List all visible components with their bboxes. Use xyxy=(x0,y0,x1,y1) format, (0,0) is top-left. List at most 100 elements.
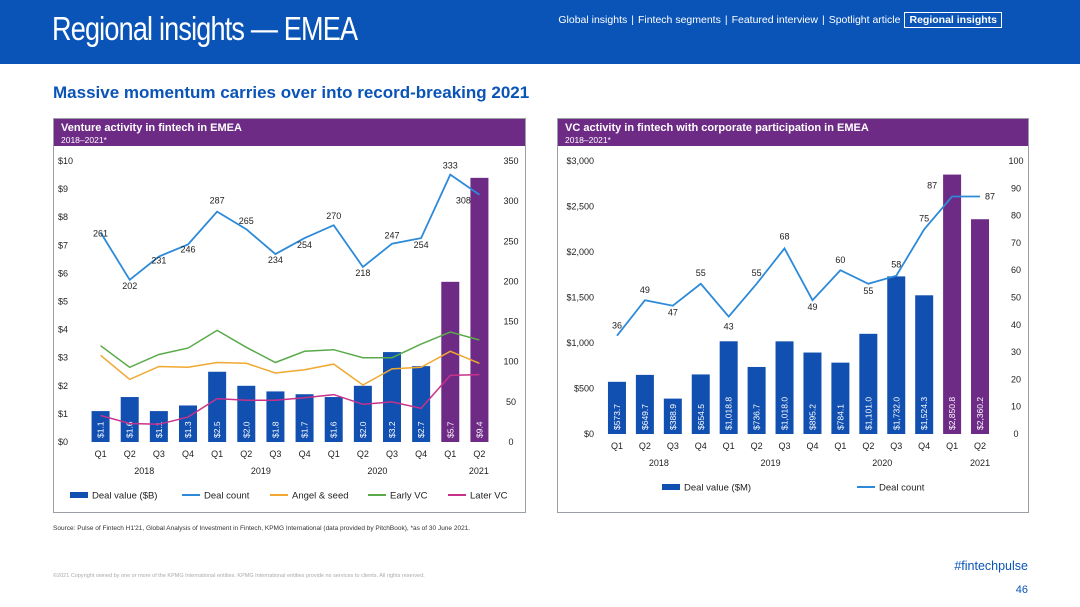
deal-value-bar-label: $2.0 xyxy=(358,421,368,438)
quarter-tick-label: Q1 xyxy=(723,441,735,451)
deal-count-label: 87 xyxy=(985,191,995,201)
deal-count-label: 75 xyxy=(919,213,929,223)
right-axis-tick-label: 70 xyxy=(1011,238,1021,248)
left-axis-tick-label: $7 xyxy=(58,240,68,250)
left-axis-tick-label: $1,500 xyxy=(566,293,594,303)
legend-swatch-deal-value xyxy=(662,484,680,490)
left-axis-tick-label: $1,000 xyxy=(566,338,594,348)
deal-value-bar-label: $1.1 xyxy=(96,421,106,438)
nav-separator: | xyxy=(724,14,728,26)
hashtag-link[interactable]: #fintechpulse xyxy=(954,559,1028,573)
chart-subtitle: 2018–2021* xyxy=(565,135,611,145)
deal-value-bar-label: $1,732.0 xyxy=(891,397,901,430)
quarter-tick-label: Q3 xyxy=(890,441,902,451)
deal-value-bar xyxy=(120,397,139,442)
legend-label: Deal count xyxy=(879,483,925,494)
right-axis-tick-label: 90 xyxy=(1011,183,1021,193)
deal-value-bar xyxy=(470,177,489,443)
deal-value-bar xyxy=(607,381,626,434)
deal-count-line xyxy=(616,195,980,337)
deal-count-label: 55 xyxy=(696,268,706,278)
quarter-tick-label: Q2 xyxy=(124,449,136,459)
deal-value-bar xyxy=(803,352,822,434)
deal-value-bar-label: $1,101.0 xyxy=(863,397,873,430)
deal-count-label: 55 xyxy=(752,268,762,278)
deal-count-label: 49 xyxy=(807,302,817,312)
left-axis-tick-label: $0 xyxy=(58,437,68,447)
year-group-label: 2020 xyxy=(367,466,387,476)
venture-activity-panel: Venture activity in fintech in EMEA 2018… xyxy=(53,118,526,513)
right-axis-tick-label: 80 xyxy=(1011,211,1021,221)
nav-spotlight-article[interactable]: Spotlight article xyxy=(828,14,901,26)
right-axis-tick-label: 60 xyxy=(1011,265,1021,275)
page-headline: Massive momentum carries over into recor… xyxy=(53,83,530,102)
deal-value-bar xyxy=(859,333,878,434)
panel-header: Venture activity in fintech in EMEA 2018… xyxy=(54,119,525,146)
deal-count-label: 261 xyxy=(93,228,108,238)
right-axis-tick-label: 0 xyxy=(508,437,513,447)
copyright-note: ©2021 Copyright owned by one or more of … xyxy=(53,573,425,579)
quarter-tick-label: Q1 xyxy=(328,449,340,459)
deal-value-bar xyxy=(691,374,710,434)
quarter-tick-label: Q4 xyxy=(299,449,311,459)
corporate-vc-chart: $0 $500 $1,000 $1,500 $2,000 $2,500 $3,000 0 10 2… xyxy=(566,156,1023,494)
deal-value-bar-label: $1.1 xyxy=(154,421,164,438)
quarter-tick-label: Q4 xyxy=(415,449,427,459)
year-group-label: 2019 xyxy=(761,458,781,468)
deal-value-bar xyxy=(324,397,343,442)
right-axis-tick-label: 10 xyxy=(1011,402,1021,412)
deal-value-bar xyxy=(441,281,460,442)
quarter-tick-label: Q3 xyxy=(269,449,281,459)
legend-label: Deal count xyxy=(204,491,250,502)
nav-global-insights[interactable]: Global insights xyxy=(558,14,628,26)
deal-value-bar xyxy=(943,174,962,434)
deal-value-bar xyxy=(295,394,314,442)
left-axis-tick-label: $4 xyxy=(58,325,68,335)
legend-label: Angel & seed xyxy=(292,491,349,502)
year-group-label: 2021 xyxy=(469,466,489,476)
deal-value-bar-label: $2.0 xyxy=(241,421,251,438)
deal-value-bar-label: $2,850.8 xyxy=(947,397,957,430)
quarter-tick-label: Q2 xyxy=(862,441,874,451)
deal-value-bar-label: $1,018.8 xyxy=(724,397,734,430)
quarter-tick-label: Q3 xyxy=(779,441,791,451)
deal-value-bar xyxy=(719,341,738,434)
nav-fintech-segments[interactable]: Fintech segments xyxy=(637,14,721,26)
year-group-label: 2020 xyxy=(872,458,892,468)
deal-value-bar xyxy=(663,398,682,434)
quarter-tick-label: Q2 xyxy=(639,441,651,451)
deal-value-bar xyxy=(412,366,431,442)
top-banner: Regional insights — EMEA Global insights… xyxy=(0,0,1080,64)
quarter-tick-label: Q2 xyxy=(974,441,986,451)
deal-count-label: 58 xyxy=(891,260,901,270)
quarter-tick-label: Q1 xyxy=(611,441,623,451)
deal-count-label: 202 xyxy=(122,281,137,291)
deal-count-label: 254 xyxy=(297,240,312,250)
deal-count-label: 265 xyxy=(239,216,254,226)
deal-value-bar-label: $895.2 xyxy=(807,404,817,430)
deal-value-bar-label: $1.6 xyxy=(125,421,135,438)
right-axis-tick-label: 350 xyxy=(503,156,518,166)
early-vc-line xyxy=(100,329,480,369)
year-group-label: 2018 xyxy=(649,458,669,468)
nav-regional-insights[interactable]: Regional insights xyxy=(904,12,1002,28)
year-group-label: 2019 xyxy=(251,466,271,476)
chart-title: VC activity in fintech with corporate pa… xyxy=(565,122,869,134)
deal-value-bar-label: $388.9 xyxy=(668,404,678,430)
deal-count-line xyxy=(99,173,480,282)
deal-value-bar xyxy=(383,352,401,442)
deal-count-label: 254 xyxy=(414,240,429,250)
deal-count-label: 47 xyxy=(668,308,678,318)
legend-label: Deal value ($B) xyxy=(92,491,157,502)
deal-count-label: 87 xyxy=(927,180,937,190)
deal-value-bar-label: $649.7 xyxy=(640,404,650,430)
nav-featured-interview[interactable]: Featured interview xyxy=(731,14,818,26)
quarter-tick-label: Q1 xyxy=(946,441,958,451)
venture-activity-chart: $0 $1 $2 $3 $4 $5 $6 $7 $8 $9 $10 0 50 100 150 200 250 30… xyxy=(58,156,519,502)
quarter-tick-label: Q2 xyxy=(473,449,485,459)
left-axis-tick-label: $2,000 xyxy=(566,247,594,257)
later-vc-line xyxy=(100,373,480,426)
deal-count-label: 55 xyxy=(863,286,873,296)
deal-count-label: 270 xyxy=(326,211,341,221)
deal-count-label: 218 xyxy=(355,268,370,278)
